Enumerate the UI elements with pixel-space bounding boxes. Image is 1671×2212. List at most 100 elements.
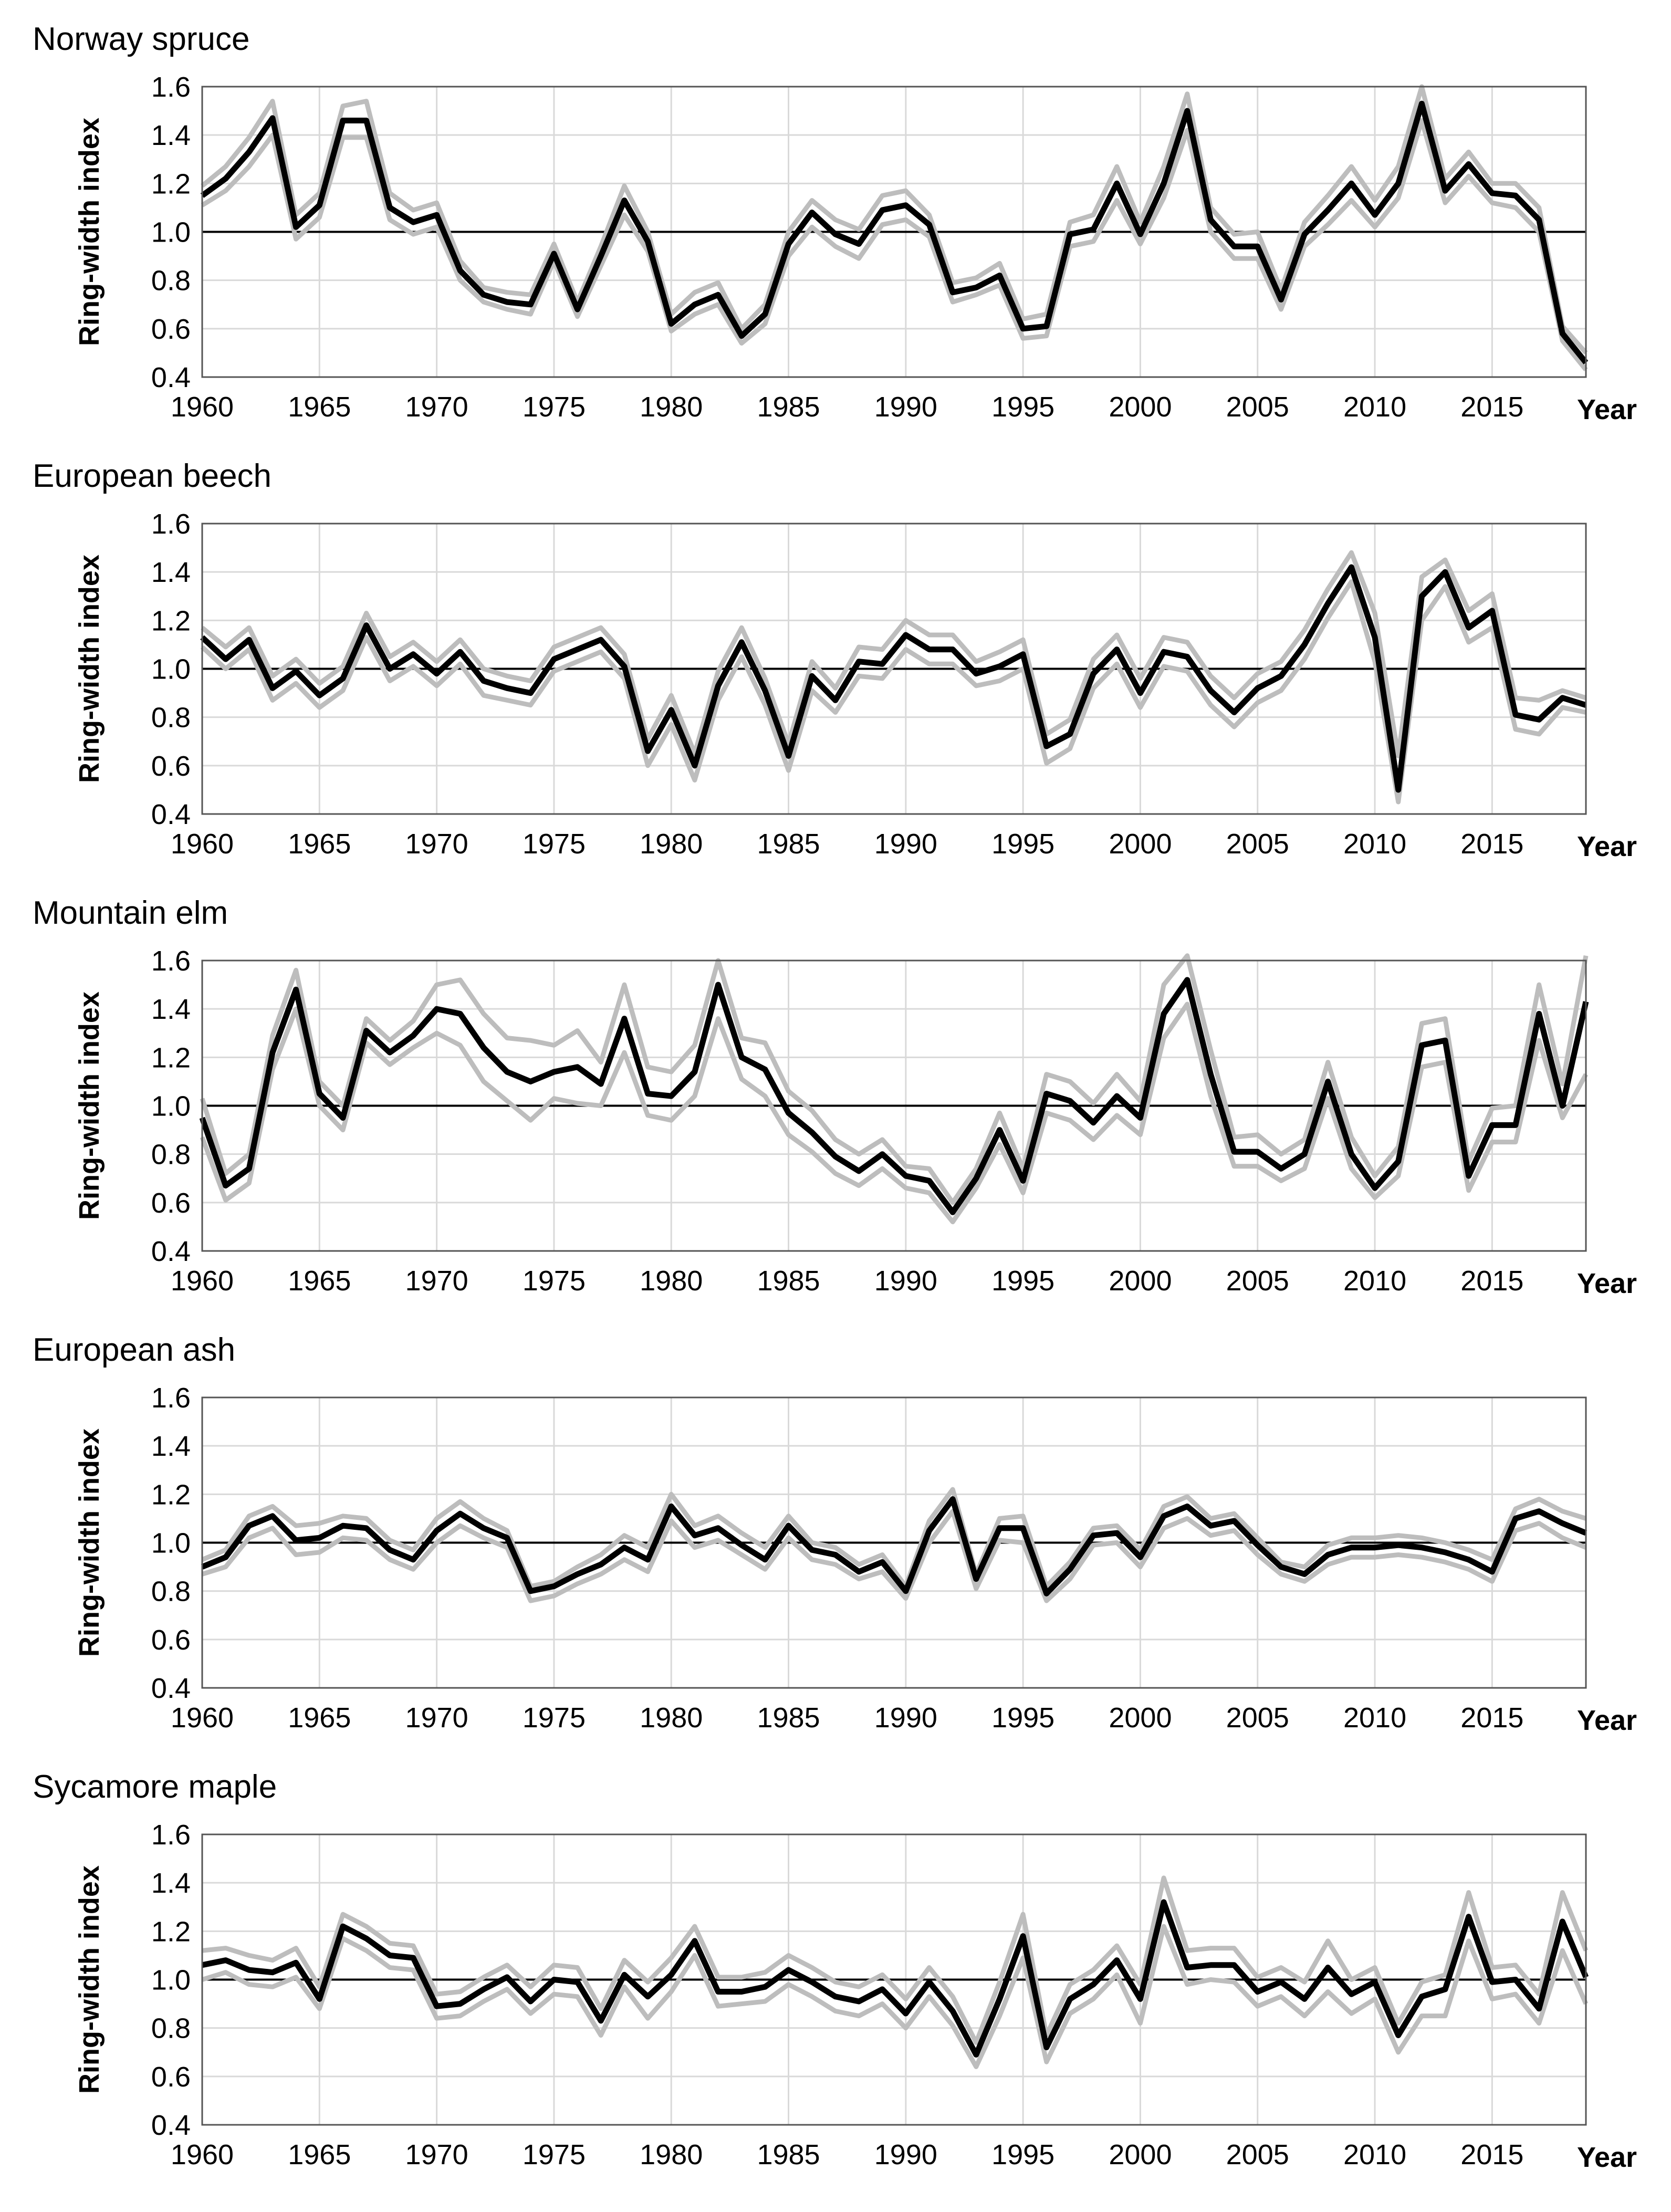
x-tick-label: 1995 [991,828,1054,860]
x-axis-title: Year [1577,2142,1637,2173]
x-tick-label: 2005 [1226,1265,1289,1297]
x-axis-title: Year [1577,394,1637,425]
series-line-lower-band [201,118,1588,372]
x-tick-label: 2015 [1460,2139,1523,2171]
series-line-upper-band [200,953,1589,1205]
x-tick-label: 2015 [1460,1702,1523,1734]
x-tick-label: 2015 [1460,391,1523,423]
y-tick-label: 0.8 [151,1139,191,1171]
x-tick-label: 1970 [405,1702,468,1734]
y-axis-title: Ring-width index [74,1428,105,1657]
x-tick-label: 1980 [640,1702,703,1734]
panel-2: Mountain elm 0.4 0.6 0.8 1.0 1.2 1.4 1.6 1960 196… [33,895,1637,1299]
series-line-upper-band [201,1487,1587,1589]
panel-title: Mountain elm [33,895,228,931]
series-line-upper-band [201,550,1587,758]
x-tick-label: 2005 [1226,2139,1289,2171]
plot-area [201,523,1587,815]
y-tick-label: 1.0 [151,217,191,248]
x-tick-label: 1970 [405,828,468,860]
x-tick-label: 2015 [1460,1265,1523,1297]
x-tick-label: 1975 [523,391,586,423]
x-tick-label: 1975 [523,1265,586,1297]
y-tick-label: 0.6 [151,314,191,345]
y-tick-label: 1.2 [151,1042,191,1073]
y-tick-label: 1.6 [151,1382,191,1414]
x-tick-label: 1960 [171,1702,234,1734]
y-tick-label: 0.6 [151,2061,191,2093]
x-tick-label: 2000 [1109,2139,1172,2171]
x-tick-label: 1995 [991,1702,1054,1734]
series-line-mean [201,1899,1589,2058]
x-tick-label: 1965 [288,2139,351,2171]
x-tick-label: 1990 [874,1265,937,1297]
y-tick-label: 0.8 [151,702,191,734]
y-tick-label: 1.6 [151,71,191,103]
x-tick-label: 2005 [1226,1702,1289,1734]
y-tick-label: 0.4 [151,1236,191,1267]
series-line-mean [200,564,1587,793]
x-tick-label: 1990 [874,828,937,860]
x-tick-label: 2010 [1343,1265,1406,1297]
panel-title: European beech [33,458,271,494]
y-tick-label: 1.4 [151,557,191,588]
y-tick-label: 1.4 [151,1867,191,1899]
x-tick-label: 1965 [288,1265,351,1297]
y-tick-label: 0.6 [151,1624,191,1656]
x-tick-label: 1985 [757,1702,820,1734]
panel-4: Sycamore maple 0.4 0.6 0.8 1.0 1.2 1.4 1.6 1960 1… [33,1769,1637,2173]
y-tick-label: 1.6 [151,1819,191,1851]
x-tick-label: 1980 [640,391,703,423]
panel-title: Norway spruce [33,21,249,57]
x-tick-label: 1970 [405,2139,468,2171]
x-axis-title: Year [1577,1705,1637,1736]
series-line-lower-band [201,1924,1589,2069]
panel-title: Sycamore maple [33,1769,277,1805]
y-tick-label: 0.8 [151,265,191,297]
y-tick-label: 1.6 [151,945,191,977]
x-tick-label: 1980 [640,2139,703,2171]
series-line-mean [201,1496,1588,1597]
x-axis-title: Year [1577,1268,1637,1299]
series-line-upper-band [201,84,1588,354]
plot-area [201,86,1587,378]
x-tick-label: 2000 [1109,828,1172,860]
y-tick-label: 1.2 [151,168,191,200]
y-tick-label: 1.4 [151,994,191,1025]
x-tick-label: 1970 [405,391,468,423]
x-tick-label: 1975 [523,2139,586,2171]
y-tick-label: 1.0 [151,1528,191,1559]
x-tick-label: 1985 [757,828,820,860]
y-tick-label: 0.8 [151,2013,191,2044]
y-tick-label: 0.4 [151,362,191,393]
y-axis-title: Ring-width index [74,1865,105,2094]
plot-area [201,1396,1587,1689]
x-tick-label: 1995 [991,391,1054,423]
x-tick-label: 1990 [874,391,937,423]
x-tick-label: 1980 [640,1265,703,1297]
x-tick-label: 1960 [171,1265,234,1297]
series-line-upper-band [202,1875,1589,2045]
y-tick-label: 1.2 [151,1916,191,1947]
series-line-mean [200,100,1589,364]
panel-0: Norway spruce 0.4 0.6 0.8 1.0 1.2 1.4 1.6 1960 19… [33,21,1637,425]
y-tick-label: 0.4 [151,1673,191,1704]
x-tick-label: 1970 [405,1265,468,1297]
x-tick-label: 2010 [1343,1702,1406,1734]
x-tick-label: 1960 [171,2139,234,2171]
x-tick-label: 1995 [991,2139,1054,2171]
x-tick-label: 1985 [757,1265,820,1297]
y-tick-label: 1.6 [151,508,191,540]
x-tick-label: 2005 [1226,828,1289,860]
y-tick-label: 1.0 [151,1965,191,1996]
x-tick-label: 2005 [1226,391,1289,423]
series-line-lower-band [200,1001,1588,1225]
y-tick-label: 1.4 [151,120,191,151]
y-tick-label: 1.4 [151,1431,191,1462]
series-line-lower-band [201,1509,1587,1603]
x-tick-label: 2015 [1460,828,1523,860]
y-tick-label: 1.2 [151,1479,191,1510]
y-axis-title: Ring-width index [74,118,105,346]
y-axis-title: Ring-width index [74,555,105,783]
